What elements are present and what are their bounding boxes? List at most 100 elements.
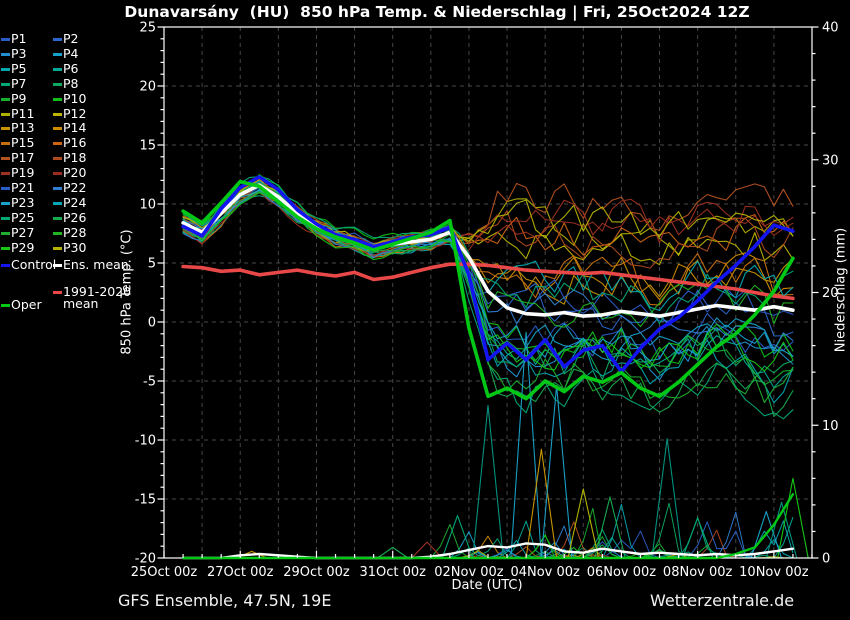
legend-item-p30-swatch bbox=[53, 246, 62, 250]
legend-item-p26-label: P26 bbox=[63, 209, 87, 225]
precip-spike-line bbox=[540, 384, 573, 559]
legend-item-p13-label: P13 bbox=[11, 120, 35, 136]
y-tick-label-left: 10 bbox=[139, 198, 156, 213]
legend: P1 P2 P3 P4 P5 P6 P7 P8 P9 P10 P11 P12 P13 P14 P15 P16 P… bbox=[0, 0, 165, 335]
y-tick-label-left: -20 bbox=[135, 552, 156, 567]
y-tick-label-left: 15 bbox=[139, 139, 156, 154]
legend-item-p28-swatch bbox=[53, 231, 62, 235]
legend-item-p2-label: P2 bbox=[63, 31, 79, 46]
legend-item-p24-swatch bbox=[53, 201, 62, 205]
legend-item-p29-swatch bbox=[1, 246, 10, 250]
legend-item-p27-swatch bbox=[1, 231, 10, 235]
precip-spike-line bbox=[651, 437, 683, 559]
footer-station-info: GFS Ensemble, 47.5N, 19E bbox=[118, 591, 332, 610]
legend-item-p19-swatch bbox=[1, 172, 10, 176]
legend-item-p1-swatch bbox=[1, 38, 10, 41]
legend-item-p10-swatch bbox=[53, 97, 62, 101]
x-tick-label: 27Oct 00z bbox=[207, 565, 274, 580]
x-tick-label: 04Nov 00z bbox=[510, 565, 580, 580]
ensemble-mean-line bbox=[181, 183, 795, 318]
precip-spike-line bbox=[594, 496, 626, 559]
y-tick-label-left: -5 bbox=[143, 375, 156, 390]
precip-spike-line bbox=[765, 501, 798, 559]
legend-item-p13-swatch bbox=[1, 127, 10, 131]
x-axis-label: Date (UTC) bbox=[451, 578, 523, 593]
legend-item-p9-swatch bbox=[1, 97, 10, 101]
legend-item-p20-swatch bbox=[53, 172, 62, 176]
precip-spike-line bbox=[411, 541, 443, 559]
x-tick-label: 31Oct 00z bbox=[359, 565, 426, 580]
x-tick-label: 02Nov 00z bbox=[434, 565, 504, 580]
legend-item-p7-label: P7 bbox=[11, 75, 27, 91]
y-tick-label-left: 20 bbox=[139, 80, 156, 95]
legend-item-p23-label: P23 bbox=[11, 194, 35, 210]
oper-line bbox=[181, 179, 795, 401]
legend-item-p3-label: P3 bbox=[11, 45, 27, 61]
legend-item-climate-mean-swatch bbox=[53, 291, 62, 294]
y-tick-label-left: -15 bbox=[135, 493, 156, 508]
legend-item-ens-mean-swatch bbox=[53, 264, 62, 267]
legend-item-p14-label: P14 bbox=[63, 120, 87, 136]
legend-item-p30-label: P30 bbox=[63, 239, 87, 255]
legend-item-p17-swatch bbox=[1, 157, 10, 161]
precip-spike-line bbox=[681, 517, 714, 559]
precip-spike-line bbox=[567, 488, 600, 559]
footer-brand: Wetterzentrale.de bbox=[650, 591, 795, 610]
legend-item-p11-label: P11 bbox=[11, 105, 35, 121]
oper-precip-line bbox=[181, 493, 795, 560]
ensemble-member-precip-line bbox=[182, 516, 794, 559]
legend-item-p5-label: P5 bbox=[11, 60, 27, 76]
legend-item-climate-mean-line2-label: mean bbox=[63, 296, 99, 311]
x-tick-label: 25Oct 00z bbox=[131, 565, 198, 580]
precip-spike-line bbox=[376, 546, 409, 559]
ensemble-member-precip-line bbox=[182, 520, 794, 559]
left-axis-label: 850 hPa Temp. (°C) bbox=[119, 229, 135, 355]
legend-item-p18-swatch bbox=[53, 157, 62, 161]
legend-item-p12-label: P12 bbox=[63, 105, 87, 121]
ensemble-member-temp-line bbox=[182, 191, 794, 257]
legend-item-p1-label: P1 bbox=[11, 31, 27, 46]
legend-item-ens-mean-label: Ens. mean bbox=[63, 257, 129, 272]
ensemble-member-precip-line bbox=[182, 517, 794, 559]
y-tick-label-right: 40 bbox=[822, 21, 839, 36]
legend-item-control-label: Control bbox=[11, 257, 57, 272]
legend-item-p16-label: P16 bbox=[63, 135, 87, 151]
legend-item-p9-label: P9 bbox=[11, 90, 27, 106]
legend-item-p27-label: P27 bbox=[11, 224, 35, 240]
legend-item-p8-label: P8 bbox=[63, 75, 79, 91]
ensemble-member-temp-line bbox=[182, 176, 794, 325]
legend-item-p23-swatch bbox=[1, 201, 10, 205]
legend-item-p22-label: P22 bbox=[63, 180, 87, 195]
right-axis-label: Niederschlag (mm) bbox=[833, 227, 849, 353]
chart-title: Dunavarsány (HU) 850 hPa Temp. & Nieders… bbox=[124, 3, 750, 21]
x-tick-label: 06Nov 00z bbox=[587, 565, 657, 580]
legend-item-p18-label: P18 bbox=[63, 150, 87, 166]
legend-item-p3-swatch bbox=[1, 52, 10, 56]
ensemble-member-temp-line bbox=[182, 190, 794, 351]
y-tick-label-left: 0 bbox=[148, 316, 156, 331]
x-tick-label: 10Nov 00z bbox=[739, 565, 809, 580]
legend-item-p10-label: P10 bbox=[63, 90, 87, 106]
legend-item-p24-label: P24 bbox=[63, 194, 87, 210]
legend-item-p11-swatch bbox=[1, 112, 10, 116]
precip-spike-line bbox=[750, 510, 783, 559]
y-tick-label-left: 5 bbox=[148, 257, 156, 272]
x-tick-label: 08Nov 00z bbox=[663, 565, 733, 580]
legend-item-p5-swatch bbox=[1, 67, 10, 71]
x-tick-label: 29Oct 00z bbox=[283, 565, 350, 580]
legend-item-p20-label: P20 bbox=[63, 165, 87, 181]
y-tick-label-left: 25 bbox=[139, 21, 156, 36]
legend-item-p12-swatch bbox=[53, 112, 62, 116]
legend-item-p25-label: P25 bbox=[11, 209, 35, 225]
legend-item-climate-mean-label: 1991-2020 bbox=[63, 284, 132, 299]
legend-item-p4-swatch bbox=[53, 52, 62, 56]
precip-spike-line bbox=[441, 514, 474, 559]
legend-item-p21-swatch bbox=[1, 187, 10, 190]
ensemble-mean-precip-line bbox=[181, 542, 795, 560]
climate-mean-line bbox=[181, 262, 795, 301]
y-tick-label-left: -10 bbox=[135, 434, 156, 449]
legend-item-p6-label: P6 bbox=[63, 60, 79, 76]
precip-spike-line bbox=[525, 448, 558, 559]
legend-item-oper-swatch bbox=[1, 304, 10, 307]
